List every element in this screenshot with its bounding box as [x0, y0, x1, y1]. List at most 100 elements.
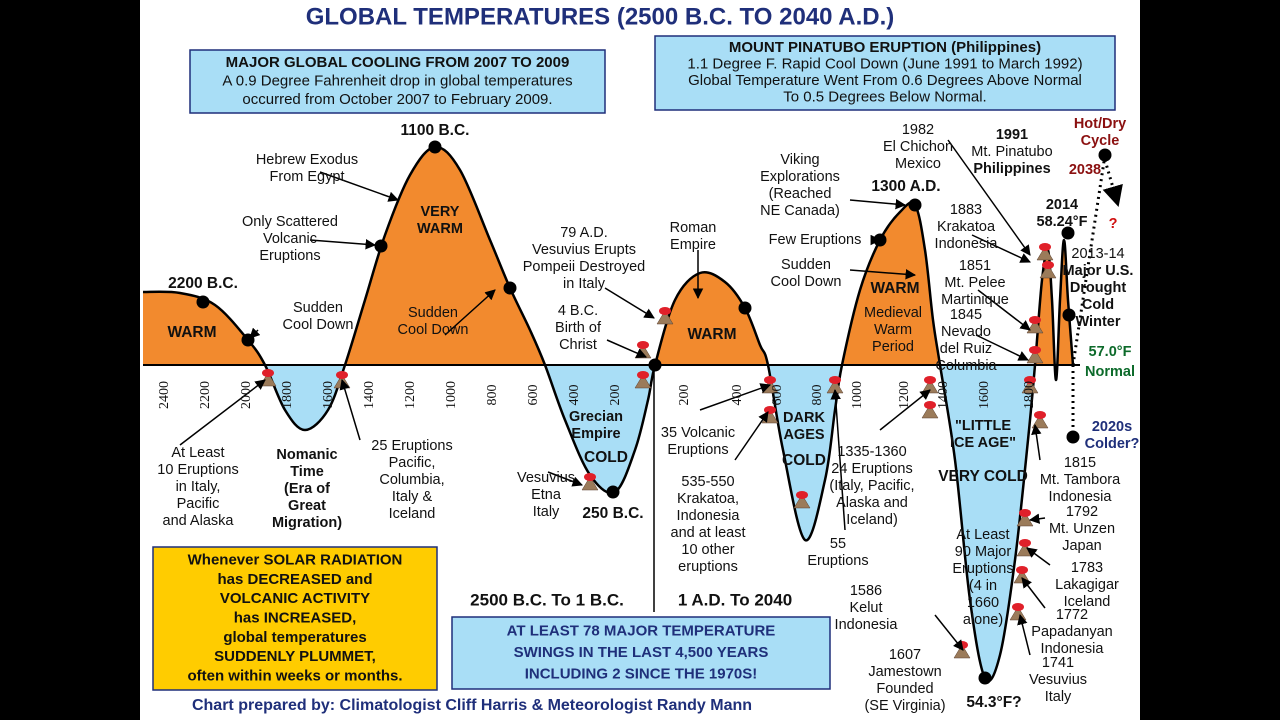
annotation: ? — [1109, 216, 1118, 232]
era-label: 2500 B.C. To 1 B.C. — [470, 590, 624, 609]
eruption — [1039, 243, 1051, 251]
annotation: 55 — [830, 536, 846, 552]
axis-tick-label: 2400 — [157, 381, 172, 409]
box-text: has DECREASED and — [217, 571, 372, 588]
annotation: WARM — [687, 326, 736, 343]
arrow — [734, 411, 769, 461]
annotation: (SE Virginia) — [864, 698, 945, 714]
annotation: Winter — [1076, 314, 1121, 330]
arrow — [309, 239, 377, 250]
annotation: Indonesia — [677, 508, 741, 524]
arrow — [1031, 423, 1042, 461]
info-box — [451, 616, 831, 690]
arrow — [699, 383, 771, 411]
annotation: 25 Eruptions — [371, 438, 452, 454]
annotation: 1815 — [1064, 455, 1096, 471]
eruption — [1019, 539, 1031, 547]
annotation: Krakatoa, — [677, 491, 739, 507]
annotation: Nomanic — [276, 447, 337, 463]
annotation: 10 Eruptions — [157, 462, 238, 478]
annotation: Volcanic — [263, 231, 317, 247]
annotation: Few Eruptions — [769, 232, 862, 248]
eruption — [1042, 261, 1054, 269]
eruption — [1029, 316, 1041, 324]
annotation: Mexico — [895, 156, 941, 172]
axis-tick-label: 1000 — [444, 381, 459, 409]
annotation: 4 B.C. — [558, 303, 598, 319]
annotation: Cycle — [1081, 133, 1120, 149]
annotation: Grecian — [569, 409, 623, 425]
eruption — [637, 341, 649, 349]
annotation: Cool Down — [283, 317, 354, 333]
annotation: Period — [872, 339, 914, 355]
annotation: VERY — [421, 204, 460, 220]
annotation: From Egypt — [270, 169, 345, 185]
annotation: (Reached — [769, 186, 832, 202]
annotation: 1741 — [1042, 655, 1074, 671]
annotation: 535-550 — [681, 474, 734, 490]
annotation: Indonesia — [835, 617, 899, 633]
axis-tick-label: 1400 — [936, 381, 951, 409]
annotation: AGES — [783, 427, 824, 443]
annotation: (Era of — [284, 481, 330, 497]
dot — [374, 239, 388, 253]
dot — [606, 485, 620, 499]
axis-tick-label: 1000 — [850, 381, 865, 409]
annotation: 1982 — [902, 122, 934, 138]
annotation: Pompeii Destroyed — [523, 259, 646, 275]
annotation: At Least — [171, 445, 224, 461]
annotation: 1607 — [889, 647, 921, 663]
arrow — [179, 379, 266, 446]
annotation: Papadanyan — [1031, 624, 1112, 640]
dot — [1062, 308, 1076, 322]
eruption — [1019, 509, 1031, 517]
annotation: Hot/Dry — [1074, 116, 1126, 132]
info-box — [654, 35, 1116, 111]
annotation: Only Scattered — [242, 214, 338, 230]
box-text: SUDDENLY PLUMMET, — [214, 648, 376, 665]
arrow — [339, 378, 361, 441]
axis-tick-label: 800 — [485, 385, 500, 406]
axis-tick-label: 1200 — [897, 381, 912, 409]
annotation: Indonesia — [1041, 641, 1105, 657]
box-text: 1.1 Degree F. Rapid Cool Down (June 1991… — [687, 56, 1082, 73]
arrow — [830, 388, 846, 531]
annotation: Etna — [531, 487, 562, 503]
annotation: (Italy, Pacific, — [829, 478, 914, 494]
annotation: Kelut — [849, 600, 882, 616]
annotation: 2200 B.C. — [168, 275, 238, 292]
annotation: Eruptions — [667, 442, 728, 458]
eruption — [336, 371, 348, 379]
annotation: Vesuvius Erupts — [532, 242, 636, 258]
title: GLOBAL TEMPERATURES (2500 B.C. TO 2040 A… — [306, 3, 895, 30]
dot — [1066, 430, 1080, 444]
annotation: Pacific, — [389, 455, 436, 471]
annotation: 1300 A.D. — [871, 178, 940, 195]
annotation: Iceland — [1064, 594, 1111, 610]
dot — [738, 301, 752, 315]
annotation: 1335-1360 — [837, 444, 906, 460]
box-text: Whenever SOLAR RADIATION — [188, 552, 403, 569]
axis-tick-label: 1600 — [977, 381, 992, 409]
annotation: At Least — [956, 527, 1009, 543]
annotation: 2014 — [1046, 197, 1078, 213]
arrow — [975, 334, 1029, 361]
annotation: Lakagigar — [1055, 577, 1119, 593]
box-text: global temperatures — [223, 629, 366, 646]
box-text: Global Temperature Went From 0.6 Degrees… — [688, 72, 1082, 89]
axis-tick-label: 1800 — [280, 381, 295, 409]
arrow — [249, 327, 261, 339]
annotation: in Italy — [563, 276, 606, 292]
annotation: Krakatoa — [937, 219, 996, 235]
annotation: DARK — [783, 410, 825, 426]
annotation: Empire — [670, 237, 716, 253]
annotation: Sudden — [781, 257, 831, 273]
annotation: 54.3°F? — [966, 694, 1021, 711]
eruption — [637, 371, 649, 379]
annotation: Eruptions — [259, 248, 320, 264]
annotation: COLD — [584, 449, 628, 466]
annotation: Major U.S. — [1063, 263, 1134, 279]
dot — [1098, 148, 1112, 162]
arrow — [879, 389, 931, 431]
